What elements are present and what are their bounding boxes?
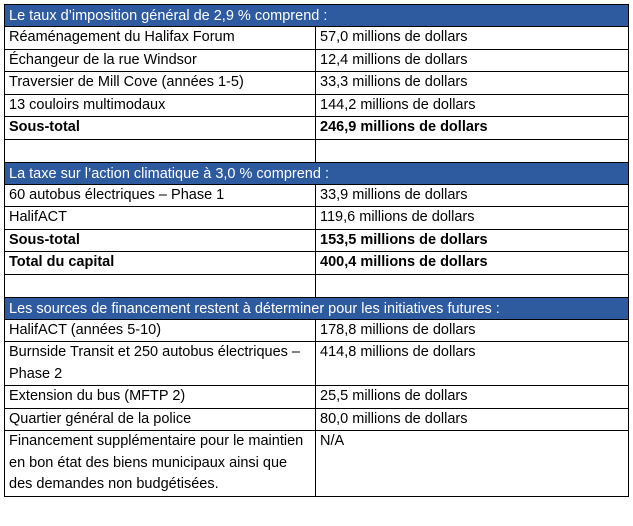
row-value: 57,0 millions de dollars <box>314 26 630 50</box>
table-row: Traversier de Mill Cove (années 1-5) 33,… <box>4 71 630 95</box>
row-value: 33,3 millions de dollars <box>314 71 630 95</box>
table-row: Extension du bus (MFTP 2) 25,5 millions … <box>4 385 630 409</box>
empty-cell <box>4 138 316 163</box>
subtotal-value: 246,9 millions de dollars <box>314 116 630 140</box>
table-row: Burnside Transit et 250 autobus électriq… <box>4 341 630 386</box>
spacer-row <box>4 138 630 163</box>
subtotal-label: Sous-total <box>4 228 316 252</box>
empty-cell <box>314 273 630 298</box>
total-label: Total du capital <box>4 251 316 275</box>
section-header-row: Les sources de financement restent à dét… <box>3 296 630 320</box>
section-header: Les sources de financement restent à dét… <box>3 296 630 320</box>
row-value: 25,5 millions de dollars <box>314 385 630 409</box>
row-label: Burnside Transit et 250 autobus électriq… <box>4 341 316 386</box>
subtotal-value: 153,5 millions de dollars <box>314 228 630 252</box>
empty-cell <box>314 138 630 163</box>
empty-cell <box>4 273 316 298</box>
row-label: Financement supplémentaire pour le maint… <box>4 430 316 497</box>
subtotal-row: Sous-total 246,9 millions de dollars <box>4 116 630 140</box>
row-value: 119,6 millions de dollars <box>314 206 630 230</box>
section-header-row: La taxe sur l’action climatique à 3,0 % … <box>3 161 630 185</box>
row-label: Réaménagement du Halifax Forum <box>4 26 316 50</box>
table-row: Quartier général de la police 80,0 milli… <box>4 407 630 431</box>
table-row: HalifACT 119,6 millions de dollars <box>4 206 630 230</box>
row-value: 80,0 millions de dollars <box>314 407 630 431</box>
row-value: N/A <box>314 430 630 497</box>
capital-funding-table: Le taux d’imposition général de 2,9 % co… <box>3 4 630 497</box>
section-header-row: Le taux d’imposition général de 2,9 % co… <box>3 4 630 27</box>
total-row: Total du capital 400,4 millions de dolla… <box>4 251 630 275</box>
spacer-row <box>4 273 630 298</box>
row-value: 33,9 millions de dollars <box>314 183 630 207</box>
section-header: Le taux d’imposition général de 2,9 % co… <box>3 4 630 27</box>
table-row: 13 couloirs multimodaux 144,2 millions d… <box>4 93 630 117</box>
section-header: La taxe sur l’action climatique à 3,0 % … <box>3 161 630 185</box>
total-value: 400,4 millions de dollars <box>314 251 630 275</box>
row-label: 13 couloirs multimodaux <box>4 93 316 117</box>
row-label: HalifACT <box>4 206 316 230</box>
subtotal-row: Sous-total 153,5 millions de dollars <box>4 228 630 252</box>
row-label: Extension du bus (MFTP 2) <box>4 385 316 409</box>
table-row: 60 autobus électriques – Phase 1 33,9 mi… <box>4 183 630 207</box>
row-value: 144,2 millions de dollars <box>314 93 630 117</box>
table-row: Réaménagement du Halifax Forum 57,0 mill… <box>4 26 630 50</box>
row-value: 12,4 millions de dollars <box>314 48 630 72</box>
row-label: Traversier de Mill Cove (années 1-5) <box>4 71 316 95</box>
row-label: 60 autobus électriques – Phase 1 <box>4 183 316 207</box>
subtotal-label: Sous-total <box>4 116 316 140</box>
row-value: 414,8 millions de dollars <box>314 341 630 386</box>
row-label: Échangeur de la rue Windsor <box>4 48 316 72</box>
row-label: HalifACT (années 5-10) <box>4 318 316 342</box>
table-row: Échangeur de la rue Windsor 12,4 million… <box>4 48 630 72</box>
row-label: Quartier général de la police <box>4 407 316 431</box>
table-row: Financement supplémentaire pour le maint… <box>4 430 630 497</box>
table-row: HalifACT (années 5-10) 178,8 millions de… <box>4 318 630 342</box>
row-value: 178,8 millions de dollars <box>314 318 630 342</box>
